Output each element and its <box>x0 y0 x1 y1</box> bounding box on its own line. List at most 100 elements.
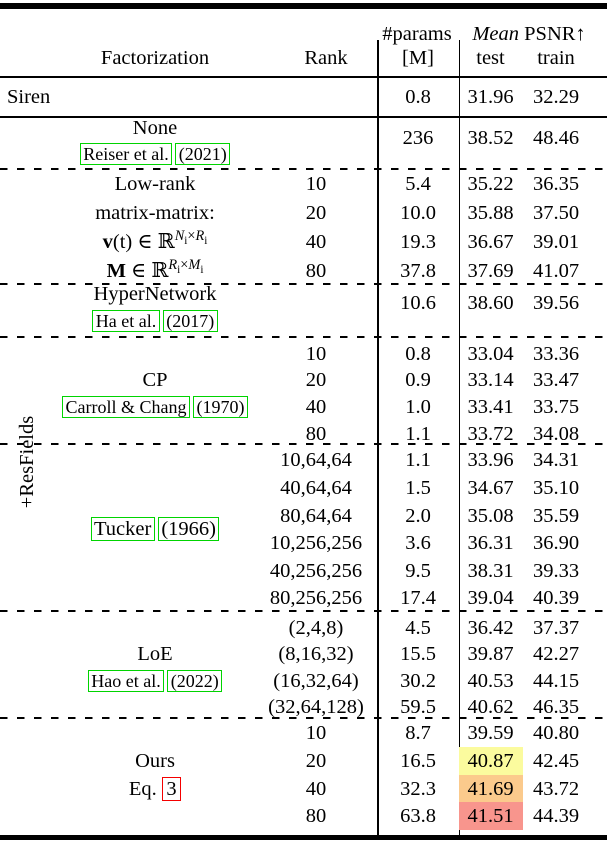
section-cp-citation: Carroll & Chang (1970) <box>0 393 310 421</box>
eq-label: Eq. <box>128 778 157 800</box>
citation-year-link[interactable]: (1970) <box>192 396 248 418</box>
math-sup: M <box>188 256 201 273</box>
header-test: test <box>476 47 505 69</box>
math-mat-m: M <box>106 259 126 282</box>
section-lowrank-title2: matrix-matrix: <box>95 202 215 224</box>
cell-test: 39.87 <box>467 643 514 665</box>
citation-year-link[interactable]: (1966) <box>157 517 220 541</box>
cell-rank: 40,256,256 <box>269 559 363 582</box>
math-sup: R <box>168 256 178 273</box>
cell-test: 33.41 <box>467 396 514 418</box>
header-rule <box>0 75 607 79</box>
header-factorization: Factorization <box>100 47 210 69</box>
cell-train: 42.45 <box>532 750 580 772</box>
cell-rank: 80,64,64 <box>280 504 352 527</box>
cell-test: 36.31 <box>467 532 514 554</box>
cell-rank: (2,4,8) <box>288 616 344 639</box>
header-rank: Rank <box>304 47 348 69</box>
section-loe-title: LoE <box>137 643 173 665</box>
cell-test-highlighted: 41.69 <box>458 775 523 803</box>
math-times: × <box>187 228 196 245</box>
cell-test: 40.62 <box>467 696 514 718</box>
citation-link[interactable]: Ha et al. <box>92 309 160 332</box>
dashed-separator <box>0 610 607 612</box>
section-loe-citation: Hao et al. (2022) <box>0 667 310 695</box>
cell-rank: 20 <box>305 202 327 224</box>
dashed-separator <box>0 336 607 338</box>
header-psnr: PSNR↑ <box>524 23 586 45</box>
eq-number-link[interactable]: 3 <box>161 777 182 801</box>
header-train: train <box>537 47 575 69</box>
cell-test: 36.42 <box>467 616 514 639</box>
cell-params: 3.6 <box>405 532 431 554</box>
column-rule-params <box>377 40 379 835</box>
cell-test: 38.31 <box>467 559 514 582</box>
cell-rank: 40 <box>305 778 327 800</box>
cell-params: 19.3 <box>400 231 436 253</box>
cell-train: 35.10 <box>532 477 580 499</box>
cell-test-highlighted: 41.51 <box>458 802 523 830</box>
section-tucker-citation: Tucker (1966) <box>0 515 310 543</box>
section-hypernetwork-title: HyperNetwork <box>93 282 217 305</box>
citation-link[interactable]: Tucker <box>90 517 155 541</box>
citation-year-link[interactable]: (2017) <box>162 309 218 332</box>
dashed-separator <box>0 717 607 719</box>
cell-test: 33.04 <box>467 342 514 365</box>
cell-rank: 20 <box>305 369 327 391</box>
cell-params: 15.5 <box>400 643 436 665</box>
cell-test: 33.72 <box>467 422 514 445</box>
section-lowrank-title1: Low-rank <box>114 173 196 195</box>
citation-year-link[interactable]: (2022) <box>167 669 223 692</box>
cell-params: 9.5 <box>405 559 431 582</box>
cell-rank: (32,64,128) <box>268 696 364 718</box>
cell-test: 35.22 <box>467 173 514 195</box>
siren-rule <box>0 116 607 118</box>
cell-train: 35.59 <box>532 504 580 527</box>
cell-params: 59.5 <box>400 696 436 718</box>
top-rule <box>0 3 607 9</box>
citation-link[interactable]: Carroll & Chang <box>62 396 190 418</box>
citation-year-link[interactable]: (2021) <box>175 143 231 165</box>
siren-test: 31.96 <box>467 86 514 108</box>
math-sub: i <box>204 235 208 248</box>
cell-train: 39.01 <box>532 231 580 253</box>
section-ours-title: Ours <box>135 750 175 772</box>
cell-rank: 40 <box>305 396 327 418</box>
citation-link[interactable]: Hao et al. <box>87 669 165 692</box>
cell-test: 38.52 <box>467 126 514 149</box>
cell-params: 10.0 <box>400 202 436 224</box>
math-sup: R <box>195 228 205 245</box>
cell-rank: 10 <box>305 173 327 195</box>
header-psnr-group: Mean PSNR↑ <box>458 20 600 48</box>
siren-params: 0.8 <box>405 86 431 108</box>
cell-rank: 10 <box>305 342 327 365</box>
cell-params: 37.8 <box>400 259 436 282</box>
cell-params: 16.5 <box>400 750 436 772</box>
cell-params: 236 <box>402 126 434 149</box>
cell-train: 33.36 <box>532 342 580 365</box>
header-params-group: #params <box>382 23 452 45</box>
citation-link[interactable]: Reiser et al. <box>79 143 173 165</box>
dashed-separator <box>0 168 607 170</box>
cell-test-highlighted: 40.87 <box>458 747 523 775</box>
cell-rank: 10,64,64 <box>280 449 352 471</box>
section-lowrank-math1: v(t) ∈ ℝNi×Ri <box>0 228 310 256</box>
cell-test: 35.88 <box>467 202 514 224</box>
cell-train: 41.07 <box>532 259 580 282</box>
math-sub: i <box>177 263 181 276</box>
cell-test: 38.60 <box>467 292 514 314</box>
cell-test: 34.67 <box>467 477 514 499</box>
cell-train: 46.35 <box>532 696 580 718</box>
math-sup: N <box>174 228 185 245</box>
column-rule-test <box>458 40 461 835</box>
cell-test: 36.67 <box>467 231 514 253</box>
cell-test: 33.14 <box>467 369 514 391</box>
cell-params: 63.8 <box>400 805 436 827</box>
siren-label: Siren <box>7 86 51 108</box>
math-in-r: ∈ ℝ <box>125 259 169 282</box>
math-sub: i <box>200 263 204 276</box>
cell-params: 32.3 <box>400 778 436 800</box>
cell-rank: 80 <box>305 259 327 282</box>
cell-test: 33.96 <box>467 449 514 471</box>
cell-train: 42.27 <box>532 643 580 665</box>
